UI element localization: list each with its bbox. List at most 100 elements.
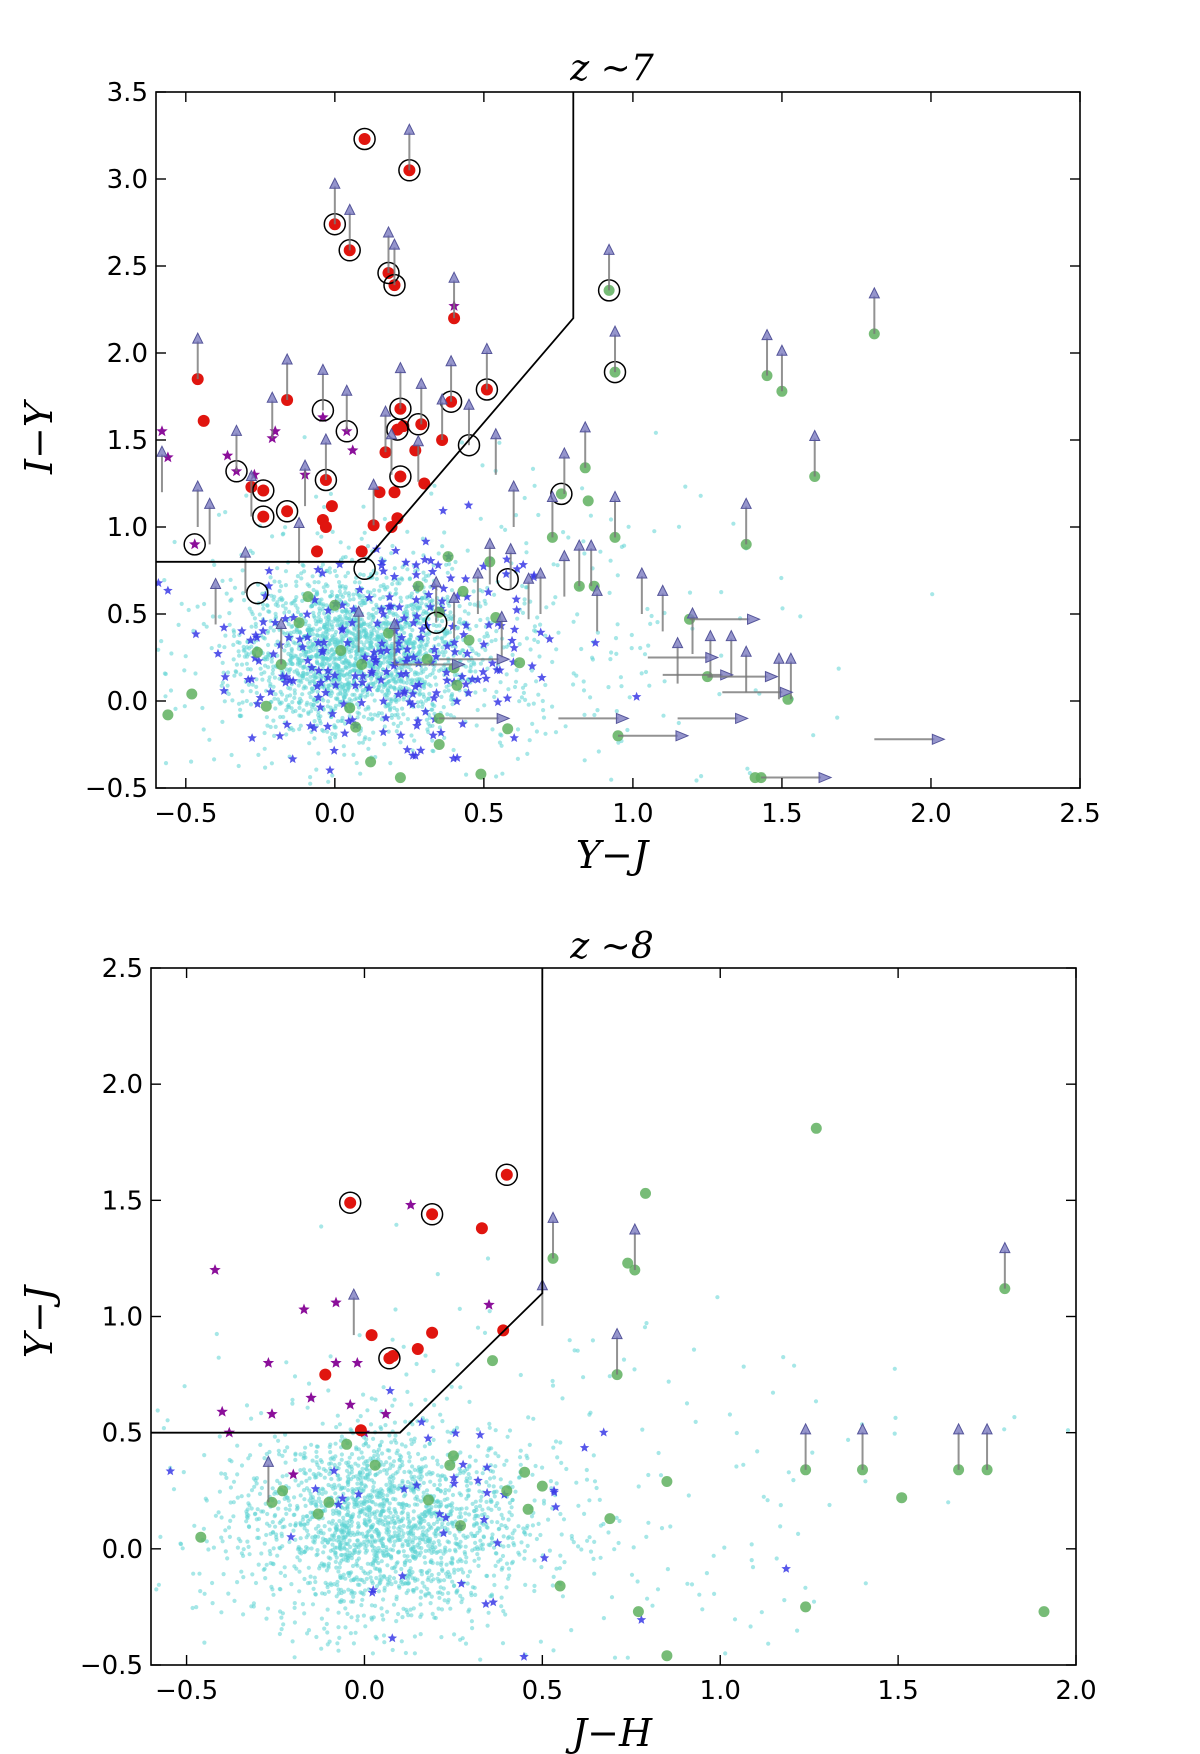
background-point: [759, 1610, 764, 1615]
background-point: [336, 1610, 341, 1615]
background-point: [614, 651, 619, 657]
background-point: [210, 1601, 215, 1606]
background-point: [421, 570, 426, 575]
background-point: [202, 1453, 207, 1458]
background-point: [525, 1456, 530, 1461]
background-point: [313, 675, 318, 680]
background-point: [231, 657, 236, 662]
background-point: [527, 738, 532, 743]
background-point: [465, 1466, 470, 1472]
background-point: [408, 1528, 413, 1533]
background-point: [455, 626, 460, 631]
background-point: [310, 574, 315, 579]
background-point: [472, 602, 477, 607]
background-point: [480, 1471, 485, 1476]
background-point: [474, 1520, 479, 1526]
green-point: [451, 679, 463, 691]
background-point: [359, 646, 364, 652]
background-point: [244, 493, 249, 498]
background-point: [200, 705, 205, 711]
background-point: [367, 660, 372, 665]
background-point: [327, 570, 333, 575]
background-point: [551, 562, 556, 567]
y-tick-label: 1.5: [107, 426, 148, 456]
background-point: [262, 746, 267, 751]
green-point: [502, 723, 514, 735]
background-point: [308, 1574, 313, 1579]
background-point: [314, 1553, 319, 1558]
blue-star-point: [501, 569, 511, 579]
background-point: [488, 1468, 493, 1473]
upper-limit-arrow-head: [481, 342, 493, 355]
background-point: [182, 668, 187, 673]
background-point: [286, 1485, 291, 1490]
background-point: [489, 1446, 494, 1451]
background-point: [291, 1512, 296, 1518]
background-point: [249, 1416, 254, 1421]
background-point: [446, 1488, 452, 1493]
background-point: [337, 1518, 342, 1524]
background-point: [290, 700, 295, 705]
background-point: [334, 637, 339, 642]
background-point: [397, 1524, 402, 1529]
background-point: [407, 1454, 412, 1460]
background-point: [371, 1480, 377, 1485]
background-point: [500, 1516, 506, 1521]
background-point: [467, 1512, 472, 1517]
background-point: [485, 1453, 490, 1458]
blue-star-point: [401, 557, 411, 567]
background-point: [277, 1481, 282, 1486]
background-point: [410, 748, 415, 753]
background-point: [268, 575, 273, 580]
background-point: [168, 688, 174, 693]
background-point: [332, 568, 338, 574]
background-point: [515, 756, 521, 762]
background-point: [399, 576, 404, 581]
background-point: [453, 1549, 458, 1554]
background-point: [499, 1512, 504, 1517]
background-point: [811, 1599, 817, 1604]
background-point: [464, 772, 469, 777]
blue-star-point: [412, 611, 422, 621]
background-point: [582, 758, 587, 763]
background-point: [191, 1571, 196, 1576]
background-point: [335, 696, 340, 701]
background-point: [629, 632, 634, 638]
background-point: [328, 1548, 333, 1553]
background-point: [365, 1463, 370, 1468]
background-point: [523, 682, 528, 688]
blue-star-point: [417, 624, 427, 634]
blue-star-point: [433, 560, 443, 570]
background-point: [318, 1458, 323, 1463]
background-point: [334, 1594, 339, 1599]
background-point: [464, 1555, 469, 1560]
background-point: [382, 516, 387, 522]
background-point: [334, 1522, 339, 1527]
blue-star-point: [537, 672, 547, 682]
background-point: [750, 1565, 756, 1570]
background-point: [305, 1405, 310, 1410]
background-point: [521, 690, 527, 696]
background-point: [365, 1472, 370, 1477]
background-point: [418, 1477, 423, 1482]
background-point: [338, 540, 343, 545]
background-point: [506, 1576, 511, 1581]
background-point: [424, 674, 429, 680]
background-point: [487, 1309, 492, 1314]
background-point: [391, 1576, 397, 1581]
background-point: [349, 1452, 355, 1457]
background-point: [304, 677, 309, 682]
background-point: [445, 630, 450, 635]
background-point: [321, 631, 326, 636]
background-point: [463, 1511, 468, 1516]
background-point: [592, 712, 597, 718]
background-point: [217, 1434, 222, 1439]
background-point: [274, 1537, 279, 1542]
background-point: [393, 1569, 398, 1574]
background-point: [373, 1634, 378, 1639]
background-point: [304, 1486, 310, 1491]
blue-star-point: [509, 642, 519, 652]
background-point: [361, 1569, 366, 1574]
background-point: [262, 730, 267, 736]
background-point: [407, 637, 413, 642]
